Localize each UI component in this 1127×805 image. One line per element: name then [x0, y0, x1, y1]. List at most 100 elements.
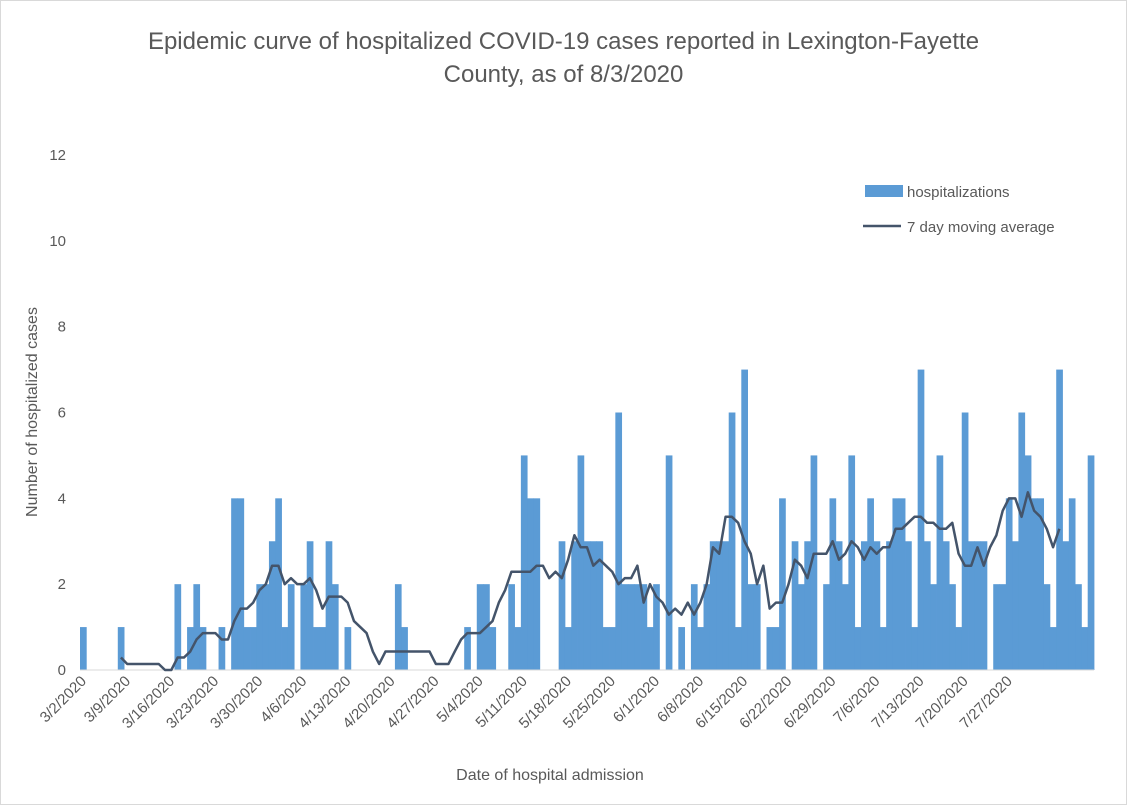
bar	[476, 584, 484, 670]
bar	[1031, 498, 1038, 670]
bar	[980, 541, 988, 670]
bar	[514, 627, 522, 670]
bar	[955, 627, 963, 670]
bar	[256, 584, 264, 670]
bar	[508, 584, 515, 670]
bar	[250, 627, 257, 670]
bar	[646, 627, 654, 670]
y-tick-label: 8	[58, 319, 66, 336]
bar	[243, 627, 251, 670]
bar	[237, 498, 245, 670]
bar	[753, 584, 761, 670]
bar	[823, 584, 830, 670]
bar	[1018, 412, 1026, 670]
bar	[634, 584, 641, 670]
bar	[797, 584, 805, 670]
bar	[300, 584, 308, 670]
bar	[174, 584, 182, 670]
bar	[968, 541, 975, 670]
bar	[1024, 455, 1032, 670]
bar	[930, 584, 937, 670]
bar	[577, 455, 585, 670]
bar	[1062, 541, 1070, 670]
bar	[911, 627, 919, 670]
bar	[703, 584, 711, 670]
bar	[1043, 584, 1051, 670]
bar	[464, 627, 471, 670]
bar	[275, 498, 282, 670]
x-tick-label: 3/2/2020	[37, 673, 90, 726]
bar	[974, 541, 982, 670]
y-axis-title: Number of hospitalized cases	[24, 307, 41, 517]
bar	[917, 369, 925, 670]
bar	[886, 541, 893, 670]
y-tick-label: 0	[58, 662, 66, 679]
bar	[923, 541, 931, 670]
x-axis-ticks: 3/2/20203/9/20203/16/20203/23/20203/30/2…	[37, 673, 1016, 732]
bar	[564, 627, 572, 670]
y-axis-ticks: 0 2 4 6 8 10 12	[49, 147, 66, 679]
bar	[722, 541, 730, 670]
bar	[829, 498, 837, 670]
bar	[697, 627, 704, 670]
bar	[331, 584, 339, 670]
bar	[735, 627, 742, 670]
bar	[401, 627, 408, 670]
bar	[999, 584, 1007, 670]
chart-title: Epidemic curve of hospitalized COVID-19 …	[1, 25, 1126, 91]
bar	[690, 584, 698, 670]
bar	[344, 627, 352, 670]
bar	[728, 412, 736, 670]
bar	[678, 627, 686, 670]
bar	[766, 627, 774, 670]
bar	[193, 584, 201, 670]
bar	[892, 498, 900, 670]
bar	[1037, 498, 1045, 670]
legend-label-moving-average: 7 day moving average	[907, 219, 1055, 236]
bar	[842, 584, 849, 670]
bar	[1087, 455, 1095, 670]
bar	[709, 541, 717, 670]
y-tick-label: 10	[49, 233, 66, 250]
bar	[665, 455, 673, 670]
bar	[860, 541, 868, 670]
bar	[558, 541, 566, 670]
y-tick-label: 2	[58, 576, 66, 593]
bar	[779, 498, 786, 670]
bar	[281, 627, 289, 670]
bar	[268, 541, 276, 670]
bar	[810, 455, 818, 670]
bar-series	[80, 369, 1095, 670]
bar	[602, 627, 610, 670]
bar	[615, 412, 623, 670]
chart-title-line-2: County, as of 8/3/2020	[443, 61, 684, 88]
bar	[791, 541, 799, 670]
bar	[640, 584, 648, 670]
bar	[527, 498, 534, 670]
bar	[1081, 627, 1089, 670]
bar	[848, 455, 856, 670]
y-tick-label: 6	[58, 405, 66, 422]
bar	[80, 627, 87, 670]
bar	[905, 541, 912, 670]
legend: hospitalizations 7 day moving average	[863, 184, 1055, 236]
bar	[319, 627, 327, 670]
moving-average-line	[120, 491, 1061, 672]
bar	[936, 455, 944, 670]
bar	[961, 412, 969, 670]
bar	[898, 498, 906, 670]
bar	[867, 498, 874, 670]
bar	[571, 541, 578, 670]
bar	[609, 627, 616, 670]
legend-label-hospitalizations: hospitalizations	[907, 184, 1010, 201]
legend-swatch-hospitalizations	[865, 185, 903, 197]
bar	[772, 627, 780, 670]
bar	[313, 627, 320, 670]
bar	[325, 541, 333, 670]
bar	[533, 498, 541, 670]
bar	[627, 584, 635, 670]
bar	[879, 627, 887, 670]
bar	[873, 541, 881, 670]
bar	[854, 627, 862, 670]
